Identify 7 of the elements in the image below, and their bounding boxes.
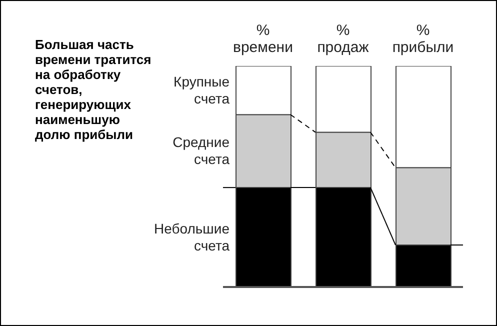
text: Большая часть времени тратится на обработку счетов, генерирующих наименьшую долю прибыли: [35, 37, 152, 142]
x-tick-label: % продаж: [317, 22, 369, 56]
x-tick-label: % времени: [233, 22, 293, 56]
series-label: Средние счета: [172, 134, 230, 168]
x-tick-label: % прибыли: [392, 22, 454, 56]
series-label: Крупные счета: [174, 73, 230, 106]
series-label: Небольшие счета: [154, 220, 230, 254]
